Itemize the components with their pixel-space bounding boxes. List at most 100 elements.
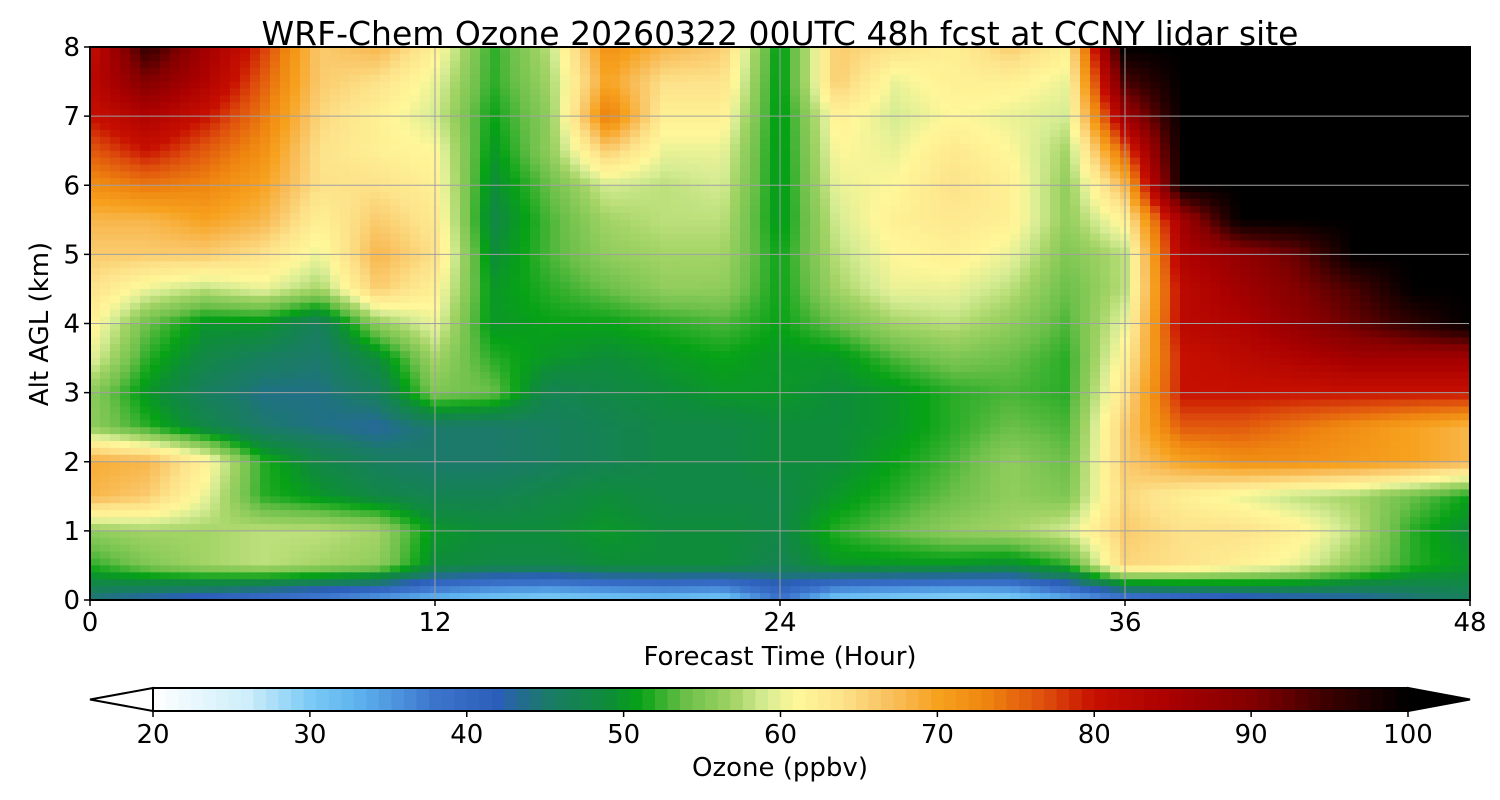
heatmap-cell bbox=[1190, 74, 1201, 83]
heatmap-cell bbox=[1040, 233, 1051, 242]
heatmap-cell bbox=[1330, 88, 1341, 96]
heatmap-cell bbox=[500, 282, 511, 290]
heatmap-cell bbox=[730, 275, 741, 283]
heatmap-cell bbox=[150, 171, 161, 179]
heatmap-cell bbox=[1290, 102, 1301, 110]
heatmap-cell bbox=[470, 185, 481, 193]
heatmap-cell bbox=[1080, 282, 1091, 290]
heatmap-cell bbox=[110, 157, 121, 166]
heatmap-cell bbox=[1320, 205, 1331, 214]
heatmap-cell bbox=[640, 67, 651, 76]
heatmap-cell bbox=[670, 254, 681, 262]
heatmap-cell bbox=[460, 254, 471, 262]
heatmap-cell bbox=[440, 67, 451, 76]
heatmap-cell bbox=[920, 199, 931, 207]
heatmap-cell bbox=[960, 157, 971, 166]
heatmap-cell bbox=[1280, 288, 1291, 297]
heatmap-cell bbox=[550, 136, 561, 145]
heatmap-cell bbox=[760, 192, 771, 200]
heatmap-cell bbox=[250, 164, 261, 173]
heatmap-cell bbox=[1440, 150, 1451, 159]
heatmap-cell bbox=[1040, 261, 1051, 269]
heatmap-cell bbox=[300, 212, 311, 221]
heatmap-cell bbox=[300, 282, 311, 290]
heatmap-cell bbox=[360, 288, 371, 297]
heatmap-cell bbox=[350, 282, 361, 290]
heatmap-cell bbox=[990, 129, 1001, 138]
heatmap-cell bbox=[1050, 53, 1061, 62]
heatmap-cell bbox=[1400, 88, 1411, 96]
heatmap-cell bbox=[760, 240, 771, 249]
heatmap-cell bbox=[930, 143, 941, 152]
heatmap-cell bbox=[1030, 268, 1041, 276]
heatmap-cell bbox=[1000, 199, 1011, 207]
heatmap-cell bbox=[1160, 157, 1171, 166]
heatmap-cell bbox=[290, 185, 301, 193]
heatmap-cell bbox=[950, 88, 961, 96]
heatmap-cell bbox=[1290, 212, 1301, 221]
heatmap-cell bbox=[140, 129, 151, 138]
heatmap-cell bbox=[540, 47, 551, 55]
heatmap-cell bbox=[1260, 219, 1271, 228]
heatmap-cell bbox=[970, 123, 981, 131]
heatmap-cell bbox=[1020, 199, 1031, 207]
heatmap-cell bbox=[630, 53, 641, 62]
heatmap-cell bbox=[420, 95, 431, 103]
heatmap-cell bbox=[1170, 129, 1181, 138]
heatmap-cell bbox=[1130, 150, 1141, 159]
heatmap-cell bbox=[1080, 136, 1091, 145]
heatmap-cell bbox=[590, 74, 601, 83]
heatmap-cell bbox=[580, 129, 591, 138]
heatmap-cell bbox=[450, 240, 461, 249]
heatmap-cell bbox=[1140, 116, 1151, 124]
heatmap-cell bbox=[390, 67, 401, 76]
heatmap-cell bbox=[610, 226, 621, 235]
heatmap-cell bbox=[990, 88, 1001, 96]
heatmap-cell bbox=[1200, 275, 1211, 283]
heatmap-cell bbox=[970, 136, 981, 145]
heatmap-cell bbox=[470, 53, 481, 62]
heatmap-cell bbox=[1430, 185, 1441, 193]
heatmap-cell bbox=[950, 150, 961, 159]
heatmap-cell bbox=[320, 268, 331, 276]
heatmap-cell bbox=[740, 143, 751, 152]
heatmap-cell bbox=[1230, 102, 1241, 110]
heatmap-cell bbox=[140, 143, 151, 152]
heatmap-cell bbox=[960, 212, 971, 221]
heatmap-cell bbox=[980, 116, 991, 124]
heatmap-cell bbox=[360, 95, 371, 103]
heatmap-cell bbox=[960, 268, 971, 276]
heatmap-cell bbox=[960, 60, 971, 69]
heatmap-cell bbox=[340, 143, 351, 152]
heatmap-cell bbox=[1200, 240, 1211, 249]
heatmap-cell bbox=[670, 47, 681, 55]
heatmap-cell bbox=[1460, 261, 1470, 269]
heatmap-cell bbox=[870, 102, 881, 110]
heatmap-cell bbox=[1140, 205, 1151, 214]
heatmap-cell bbox=[1420, 254, 1431, 262]
heatmap-cell bbox=[120, 171, 131, 179]
heatmap-cell bbox=[1380, 102, 1391, 110]
heatmap-cell bbox=[1310, 81, 1321, 90]
heatmap-cell bbox=[1070, 47, 1081, 55]
heatmap-cell bbox=[190, 143, 201, 152]
heatmap-cell bbox=[970, 95, 981, 103]
heatmap-cell bbox=[390, 192, 401, 200]
heatmap-cell bbox=[790, 282, 801, 290]
heatmap-cell bbox=[830, 150, 841, 159]
heatmap-cell bbox=[710, 150, 721, 159]
heatmap-cell bbox=[980, 199, 991, 207]
heatmap-cell bbox=[1290, 95, 1301, 103]
heatmap-cell bbox=[900, 102, 911, 110]
heatmap-cell bbox=[1360, 164, 1371, 173]
heatmap-cell bbox=[570, 129, 581, 138]
heatmap-cell bbox=[960, 74, 971, 83]
heatmap-cell bbox=[400, 164, 411, 173]
heatmap-cell bbox=[510, 185, 521, 193]
heatmap-cell bbox=[1370, 192, 1381, 200]
heatmap-cell bbox=[230, 123, 241, 131]
heatmap-cell bbox=[300, 192, 311, 200]
heatmap-cell bbox=[1270, 192, 1281, 200]
heatmap-cell bbox=[1160, 150, 1171, 159]
heatmap-cell bbox=[1360, 233, 1371, 242]
